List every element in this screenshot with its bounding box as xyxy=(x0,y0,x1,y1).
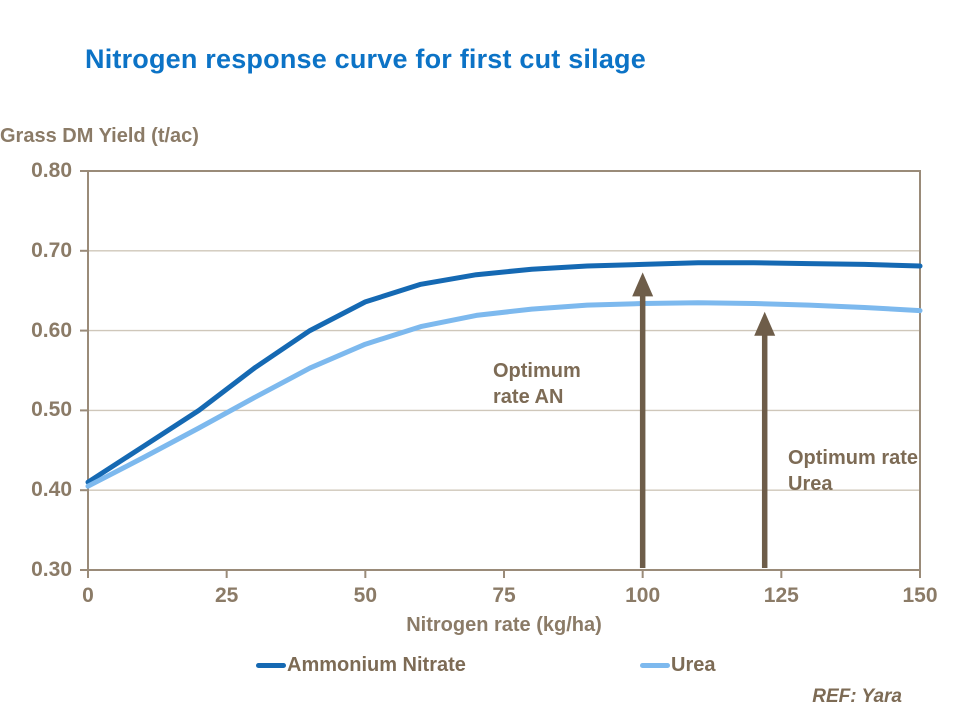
y-tick-label: 0.80 xyxy=(31,159,72,182)
y-tick-label: 0.70 xyxy=(31,238,72,262)
x-tick-label: 75 xyxy=(492,584,516,607)
x-tick-label: 50 xyxy=(353,584,377,607)
legend-item-ammonium-nitrate: Ammonium Nitrate xyxy=(256,652,466,678)
x-tick-label: 0 xyxy=(82,584,94,607)
y-tick-label: 0.30 xyxy=(31,558,72,581)
x-tick-label: 25 xyxy=(214,584,239,607)
x-tick-label: 100 xyxy=(625,584,661,607)
x-tick-label: 125 xyxy=(763,584,799,607)
y-tick-label: 0.60 xyxy=(31,318,72,342)
urea-line-swatch xyxy=(640,662,670,668)
optimum-arrow-head xyxy=(754,311,776,336)
reference-note: REF: Yara xyxy=(812,686,902,707)
legend-item-urea: Urea xyxy=(640,652,715,678)
page-title: Nitrogen response curve for first cut si… xyxy=(85,44,646,74)
curve-ammonium-nitrate xyxy=(85,260,923,485)
curve-urea xyxy=(85,300,923,489)
y-axis-title: Grass DM Yield (t/ac) xyxy=(0,125,199,147)
y-tick-label: 0.40 xyxy=(31,478,72,502)
annotation-optimum-rate-urea: Optimum rate Urea xyxy=(788,447,919,495)
ammonium-nitrate-line-swatch xyxy=(256,662,286,668)
x-tick-label: 150 xyxy=(902,584,938,607)
y-tick-label: 0.50 xyxy=(31,398,72,422)
annotation-optimum-rate-an: Optimum rate AN xyxy=(493,360,581,408)
legend-label-urea: Urea xyxy=(671,653,716,676)
optimum-arrow-head xyxy=(632,272,654,297)
x-axis-title: Nitrogen rate (kg/ha) xyxy=(406,614,602,636)
legend-label-ammonium-nitrate: Ammonium Nitrate xyxy=(287,653,466,676)
